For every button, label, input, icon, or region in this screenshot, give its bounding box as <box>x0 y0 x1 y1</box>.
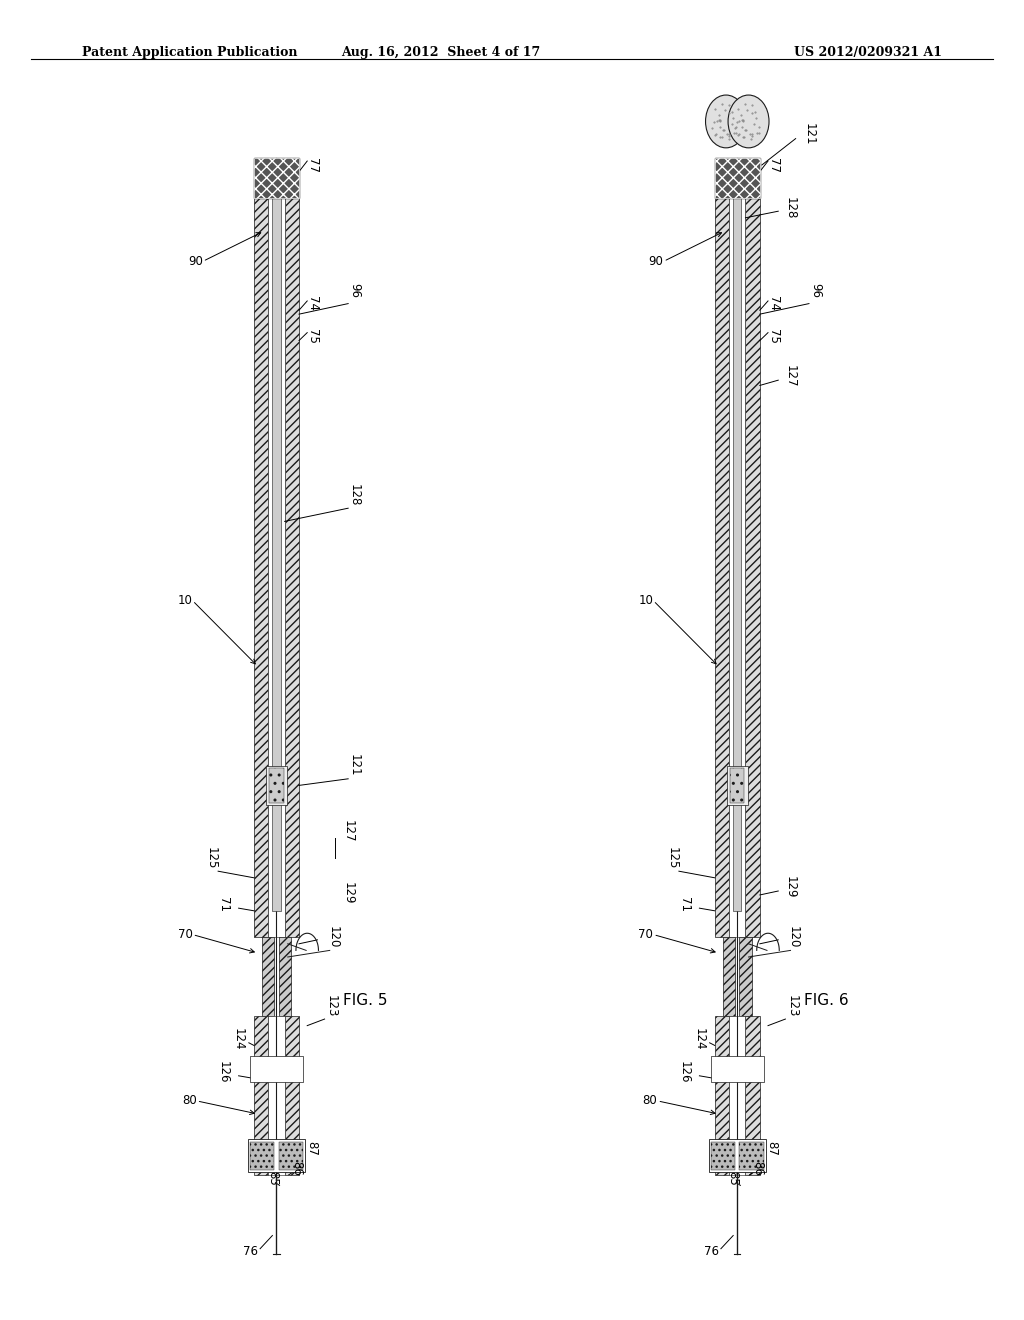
FancyBboxPatch shape <box>254 1016 268 1175</box>
FancyBboxPatch shape <box>285 198 299 937</box>
Bar <box>729 1016 745 1175</box>
Text: 90: 90 <box>187 255 203 268</box>
Text: 125: 125 <box>205 847 218 869</box>
Bar <box>715 158 760 198</box>
FancyBboxPatch shape <box>269 768 284 803</box>
FancyBboxPatch shape <box>285 1016 299 1175</box>
Bar <box>733 198 741 911</box>
Text: 96: 96 <box>348 282 361 298</box>
FancyBboxPatch shape <box>711 1142 735 1170</box>
Text: 129: 129 <box>342 882 354 906</box>
Text: 77: 77 <box>306 157 318 173</box>
Text: 75: 75 <box>767 329 779 345</box>
Text: 70: 70 <box>638 928 653 941</box>
Text: 70: 70 <box>177 928 193 941</box>
Bar <box>268 198 285 937</box>
Text: 80: 80 <box>182 1094 197 1107</box>
Text: 121: 121 <box>348 754 361 777</box>
Text: 127: 127 <box>342 820 354 843</box>
FancyBboxPatch shape <box>745 198 760 937</box>
Text: Patent Application Publication: Patent Application Publication <box>82 46 297 59</box>
Text: 128: 128 <box>348 484 361 506</box>
Text: 74: 74 <box>306 296 318 312</box>
Text: 126: 126 <box>678 1060 690 1084</box>
Text: 10: 10 <box>177 594 193 607</box>
Text: Aug. 16, 2012  Sheet 4 of 17: Aug. 16, 2012 Sheet 4 of 17 <box>341 46 540 59</box>
Text: 120: 120 <box>327 927 339 948</box>
Text: 71: 71 <box>678 896 690 912</box>
Text: 86: 86 <box>291 1160 303 1176</box>
Bar <box>254 158 299 198</box>
FancyBboxPatch shape <box>715 158 760 198</box>
Text: FIG. 6: FIG. 6 <box>804 993 849 1008</box>
FancyBboxPatch shape <box>745 1016 760 1175</box>
FancyBboxPatch shape <box>250 1142 274 1170</box>
Bar <box>709 1139 766 1172</box>
Bar <box>248 1139 305 1172</box>
Text: 74: 74 <box>767 296 779 312</box>
FancyBboxPatch shape <box>739 937 752 1016</box>
Text: 129: 129 <box>784 875 797 899</box>
Text: 71: 71 <box>217 896 229 912</box>
Text: 127: 127 <box>784 364 797 388</box>
Circle shape <box>706 95 746 148</box>
Text: 96: 96 <box>809 282 822 298</box>
Text: 76: 76 <box>703 1245 719 1258</box>
Circle shape <box>728 95 769 148</box>
Text: FIG. 5: FIG. 5 <box>343 993 387 1008</box>
Text: 128: 128 <box>784 198 797 219</box>
Bar <box>266 766 287 805</box>
Bar <box>711 1056 764 1082</box>
Text: 124: 124 <box>232 1027 245 1051</box>
Text: 121: 121 <box>803 123 815 147</box>
Text: 123: 123 <box>785 995 799 1016</box>
FancyBboxPatch shape <box>279 1142 303 1170</box>
Text: 90: 90 <box>648 255 664 268</box>
FancyBboxPatch shape <box>279 937 291 1016</box>
FancyBboxPatch shape <box>715 1016 729 1175</box>
FancyBboxPatch shape <box>715 198 729 937</box>
Text: US 2012/0209321 A1: US 2012/0209321 A1 <box>794 46 942 59</box>
Text: 10: 10 <box>638 594 653 607</box>
Bar <box>727 766 748 805</box>
Text: 126: 126 <box>217 1060 229 1084</box>
Text: 87: 87 <box>766 1140 778 1156</box>
Text: 86: 86 <box>752 1160 764 1176</box>
Text: 85: 85 <box>266 1171 279 1187</box>
Text: 124: 124 <box>693 1027 706 1051</box>
FancyBboxPatch shape <box>730 768 744 803</box>
Text: 87: 87 <box>305 1140 317 1156</box>
Text: 123: 123 <box>325 995 338 1016</box>
Bar <box>729 198 745 937</box>
Text: 120: 120 <box>787 927 800 948</box>
Text: 125: 125 <box>666 847 679 869</box>
Bar <box>268 1016 285 1175</box>
Text: 75: 75 <box>306 329 318 345</box>
FancyBboxPatch shape <box>254 158 299 198</box>
FancyBboxPatch shape <box>254 198 268 937</box>
Bar <box>272 198 281 911</box>
Text: 80: 80 <box>643 1094 657 1107</box>
Bar <box>250 1056 303 1082</box>
FancyBboxPatch shape <box>739 1142 764 1170</box>
FancyBboxPatch shape <box>723 937 735 1016</box>
FancyBboxPatch shape <box>262 937 274 1016</box>
Text: 85: 85 <box>727 1171 739 1187</box>
Text: 77: 77 <box>767 157 779 173</box>
Text: 76: 76 <box>243 1245 258 1258</box>
